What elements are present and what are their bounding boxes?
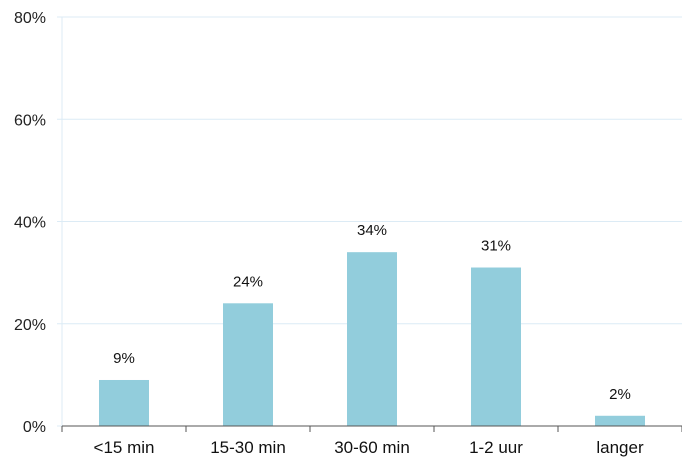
bar: [595, 415, 645, 426]
y-tick-label: 20%: [14, 317, 46, 334]
bar: [471, 267, 521, 426]
x-category-label: 15-30 min: [210, 438, 286, 457]
data-label: 9%: [113, 350, 135, 367]
bar: [223, 303, 273, 426]
x-category-label: <15 min: [94, 438, 155, 457]
x-category-label: 1-2 uur: [469, 438, 523, 457]
y-tick-label: 40%: [14, 215, 46, 232]
data-label: 34%: [357, 222, 387, 239]
x-category-label: 30-60 min: [334, 438, 410, 457]
data-label: 2%: [609, 386, 631, 403]
bar: [347, 252, 397, 426]
data-label: 24%: [233, 273, 263, 290]
y-tick-label: 0%: [23, 419, 46, 436]
data-labels: 9% 24% 34% 31% 2%: [113, 222, 631, 403]
x-axis-category-labels: <15 min 15-30 min 30-60 min 1-2 uur langer: [94, 438, 644, 457]
y-tick-label: 80%: [14, 10, 46, 27]
bar: [99, 379, 149, 426]
y-axis-tick-labels: 0% 20% 40% 60% 80%: [14, 10, 46, 436]
data-label: 31%: [481, 238, 511, 255]
bars: [99, 252, 645, 426]
axes: [57, 16, 682, 432]
y-tick-label: 60%: [14, 112, 46, 129]
x-category-label: langer: [596, 438, 644, 457]
